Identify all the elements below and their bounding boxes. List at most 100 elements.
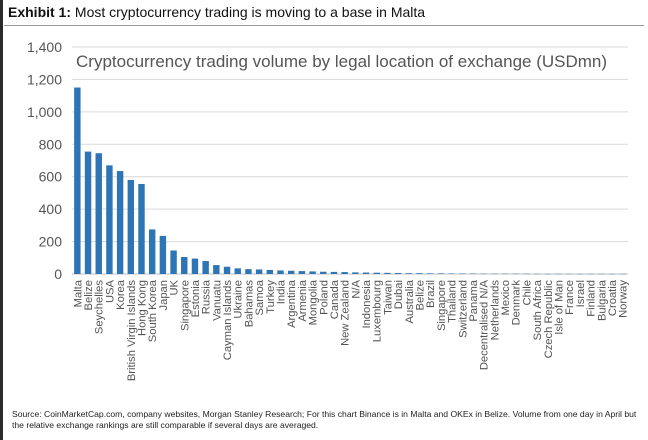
x-tick-label: Switzerland bbox=[457, 280, 469, 338]
bar bbox=[277, 270, 284, 274]
x-tick-label: New Zealand bbox=[340, 280, 352, 346]
bar bbox=[106, 165, 113, 274]
bar bbox=[202, 261, 209, 274]
x-tick-label: Mexico bbox=[500, 280, 512, 315]
x-tick-label: Norway bbox=[618, 280, 630, 318]
bar bbox=[234, 268, 241, 274]
bar bbox=[159, 235, 167, 274]
bar bbox=[373, 272, 380, 274]
bar bbox=[213, 265, 220, 274]
bar-chart: 02004006008001,0001,2001,400MaltaBelizeS… bbox=[27, 39, 630, 382]
bar bbox=[384, 272, 391, 274]
x-tick-label: Chile bbox=[521, 280, 533, 306]
x-tick-label: Poland bbox=[318, 280, 330, 315]
x-tick-label: Vanuatu bbox=[211, 280, 223, 321]
x-tick-label: Singapore bbox=[436, 280, 448, 331]
bar bbox=[341, 272, 348, 274]
bar bbox=[223, 266, 231, 274]
bar bbox=[330, 271, 338, 274]
bar bbox=[255, 269, 263, 274]
x-tick-label: Panama bbox=[468, 279, 480, 321]
bar bbox=[298, 271, 306, 274]
x-tick-label: Estonia bbox=[190, 279, 202, 317]
x-tick-label: Japan bbox=[158, 280, 170, 310]
x-tick-label: British Virgin Islands bbox=[126, 280, 138, 382]
x-tick-label: Samoa bbox=[254, 279, 266, 315]
x-tick-label: Turkey bbox=[265, 280, 277, 314]
x-tick-label: Decentralised N/A bbox=[479, 279, 491, 370]
chart-area: 0 200 400 600 800 1,000 1,200 1,400 Malta Belize S… bbox=[0, 26, 648, 396]
bar bbox=[95, 153, 102, 274]
x-tick-label: Seychelles bbox=[94, 280, 106, 335]
x-tick-label: Korea bbox=[115, 279, 127, 310]
x-tick-label: USA bbox=[104, 279, 116, 303]
x-tick-label: Singapore bbox=[179, 280, 191, 331]
x-tick-label: Australia bbox=[404, 279, 416, 323]
exhibit-heading: Most cryptocurrency trading is moving to… bbox=[74, 4, 426, 20]
bar bbox=[287, 270, 295, 274]
bar bbox=[405, 273, 413, 274]
x-tick-label: Denmark bbox=[511, 280, 523, 326]
y-tick-label: 1,200 bbox=[27, 71, 62, 87]
x-tick-label: Mongolia bbox=[308, 279, 320, 325]
x-tick-label: Indonesia bbox=[361, 279, 373, 328]
bar bbox=[116, 171, 124, 274]
x-tick-label: Hong Kong bbox=[137, 280, 149, 336]
x-tick-label: Isle of Man bbox=[554, 280, 566, 335]
x-tick-label: Belize bbox=[83, 280, 95, 310]
left-border bbox=[0, 0, 3, 440]
y-tick-label: 400 bbox=[39, 201, 63, 217]
header-divider bbox=[4, 25, 644, 26]
source-note: Source: CoinMarketCap.com, company websi… bbox=[12, 409, 637, 430]
x-tick-label: Bulgaria bbox=[596, 279, 608, 321]
bar bbox=[181, 256, 188, 274]
bar bbox=[362, 272, 370, 274]
bar bbox=[426, 273, 434, 274]
y-tick-label: 600 bbox=[39, 169, 63, 185]
bar bbox=[127, 179, 135, 274]
x-tick-label: Argentina bbox=[286, 279, 298, 328]
x-tick-label: Cayman Islands bbox=[222, 280, 234, 361]
chart-title: Cryptocurrency trading volume by legal l… bbox=[76, 52, 608, 71]
x-tick-label: India bbox=[276, 279, 288, 304]
bar bbox=[170, 250, 177, 274]
bar bbox=[245, 269, 252, 274]
bar bbox=[148, 229, 156, 274]
x-tick-label: Thailand bbox=[447, 280, 459, 323]
y-tick-label: 200 bbox=[39, 234, 63, 250]
bar bbox=[138, 184, 145, 274]
x-tick-label: Netherlands bbox=[489, 280, 501, 341]
bar bbox=[394, 273, 402, 274]
bar bbox=[309, 271, 316, 274]
x-tick-label: Ukraine bbox=[233, 280, 245, 319]
x-tick-label: Dubai bbox=[393, 280, 405, 309]
x-tick-label: Taiwan bbox=[382, 280, 394, 315]
x-tick-label: Canada bbox=[329, 279, 341, 319]
bar bbox=[320, 271, 327, 274]
x-tick-label: Croatia bbox=[607, 279, 619, 316]
x-tick-label: Russia bbox=[201, 279, 213, 314]
x-tick-label: Brazil bbox=[425, 280, 437, 308]
x-tick-label: Bahamas bbox=[243, 280, 255, 328]
bar bbox=[416, 273, 423, 274]
x-tick-label: South Korea bbox=[147, 279, 159, 342]
bar bbox=[191, 258, 199, 274]
x-tick-label: Czech Republic bbox=[543, 280, 555, 359]
exhibit-header: Exhibit 1: Most cryptocurrency trading i… bbox=[8, 4, 425, 20]
bar bbox=[74, 87, 81, 275]
y-tick-label: 1,400 bbox=[27, 39, 62, 55]
y-tick-label: 0 bbox=[54, 266, 62, 282]
x-tick-label: Israel bbox=[575, 280, 587, 307]
bar bbox=[84, 151, 92, 274]
x-tick-label: Luxembourg bbox=[372, 280, 384, 342]
x-tick-label: UK bbox=[169, 279, 181, 295]
x-tick-label: France bbox=[564, 280, 576, 315]
exhibit-label: Exhibit 1: bbox=[8, 4, 72, 20]
y-tick-label: 1,000 bbox=[27, 104, 62, 120]
bar bbox=[437, 273, 445, 274]
bar bbox=[352, 272, 359, 274]
x-tick-label: South Africa bbox=[532, 279, 544, 340]
x-tick-label: Belize bbox=[415, 280, 427, 310]
x-tick-label: Finland bbox=[586, 280, 598, 317]
